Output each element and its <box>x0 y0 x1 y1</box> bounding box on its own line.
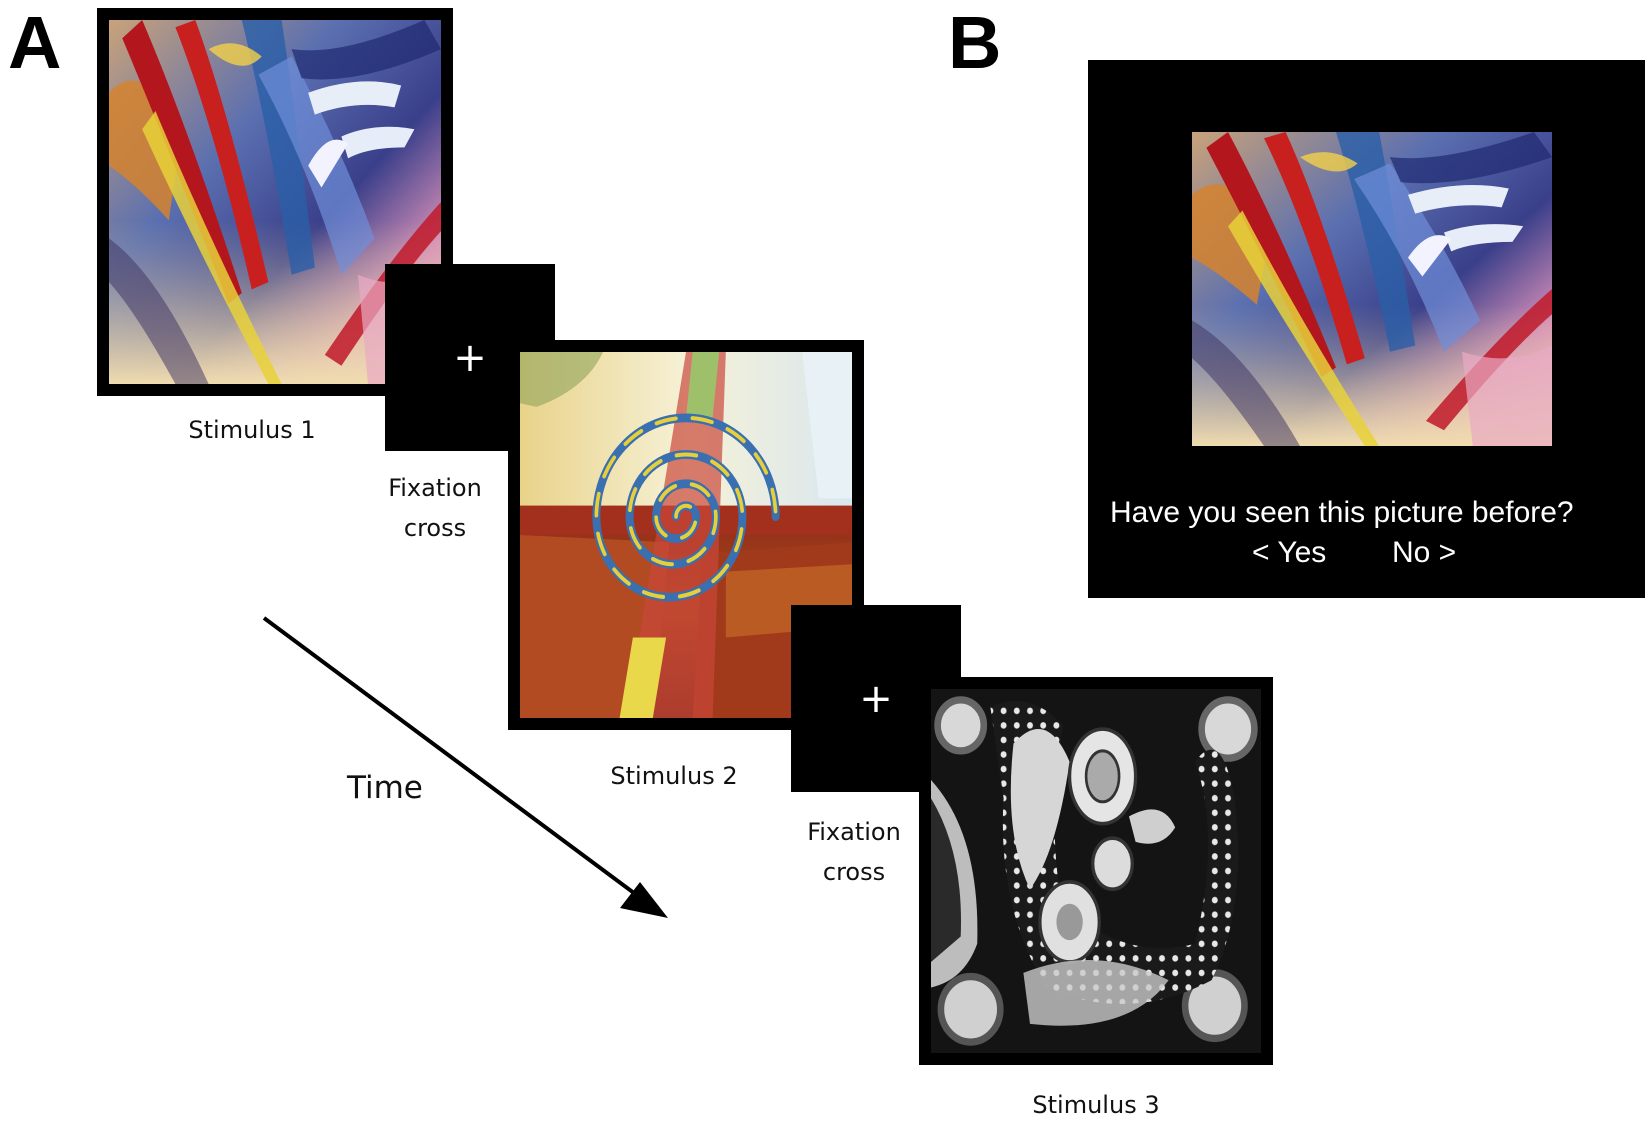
panel-label-a: A <box>8 1 62 84</box>
fixation-cross-icon: + <box>859 675 893 722</box>
time-arrow-line <box>262 616 640 898</box>
fixation-2-caption: Fixation cross <box>784 812 924 892</box>
stimulus-1-caption: Stimulus 1 <box>188 416 316 444</box>
recognition-screen: Have you seen this picture before? < Yes… <box>1088 60 1645 598</box>
fixation-1-caption-line2: cross <box>403 514 467 542</box>
stimulus-2-caption: Stimulus 2 <box>610 762 738 790</box>
recognition-question: Have you seen this picture before? <box>1110 496 1574 529</box>
painting-3 <box>931 689 1261 1053</box>
recognition-painting <box>1192 132 1552 446</box>
fixation-1-caption-line1: Fixation <box>388 474 482 502</box>
time-arrow <box>262 616 668 918</box>
fixation-2-caption-line2: cross <box>822 858 886 886</box>
response-yes-option[interactable]: < Yes <box>1252 536 1327 569</box>
panel-label-b: B <box>948 1 1002 84</box>
stimulus-3-caption: Stimulus 3 <box>1032 1091 1160 1119</box>
time-arrow-head-icon <box>620 882 668 918</box>
fixation-cross-icon: + <box>453 334 487 381</box>
time-label: Time <box>347 770 423 806</box>
response-no-option[interactable]: No > <box>1392 536 1457 569</box>
fixation-2-caption-line1: Fixation <box>807 818 901 846</box>
stimulus-3-image <box>919 677 1273 1065</box>
fixation-1-caption: Fixation cross <box>365 468 505 548</box>
